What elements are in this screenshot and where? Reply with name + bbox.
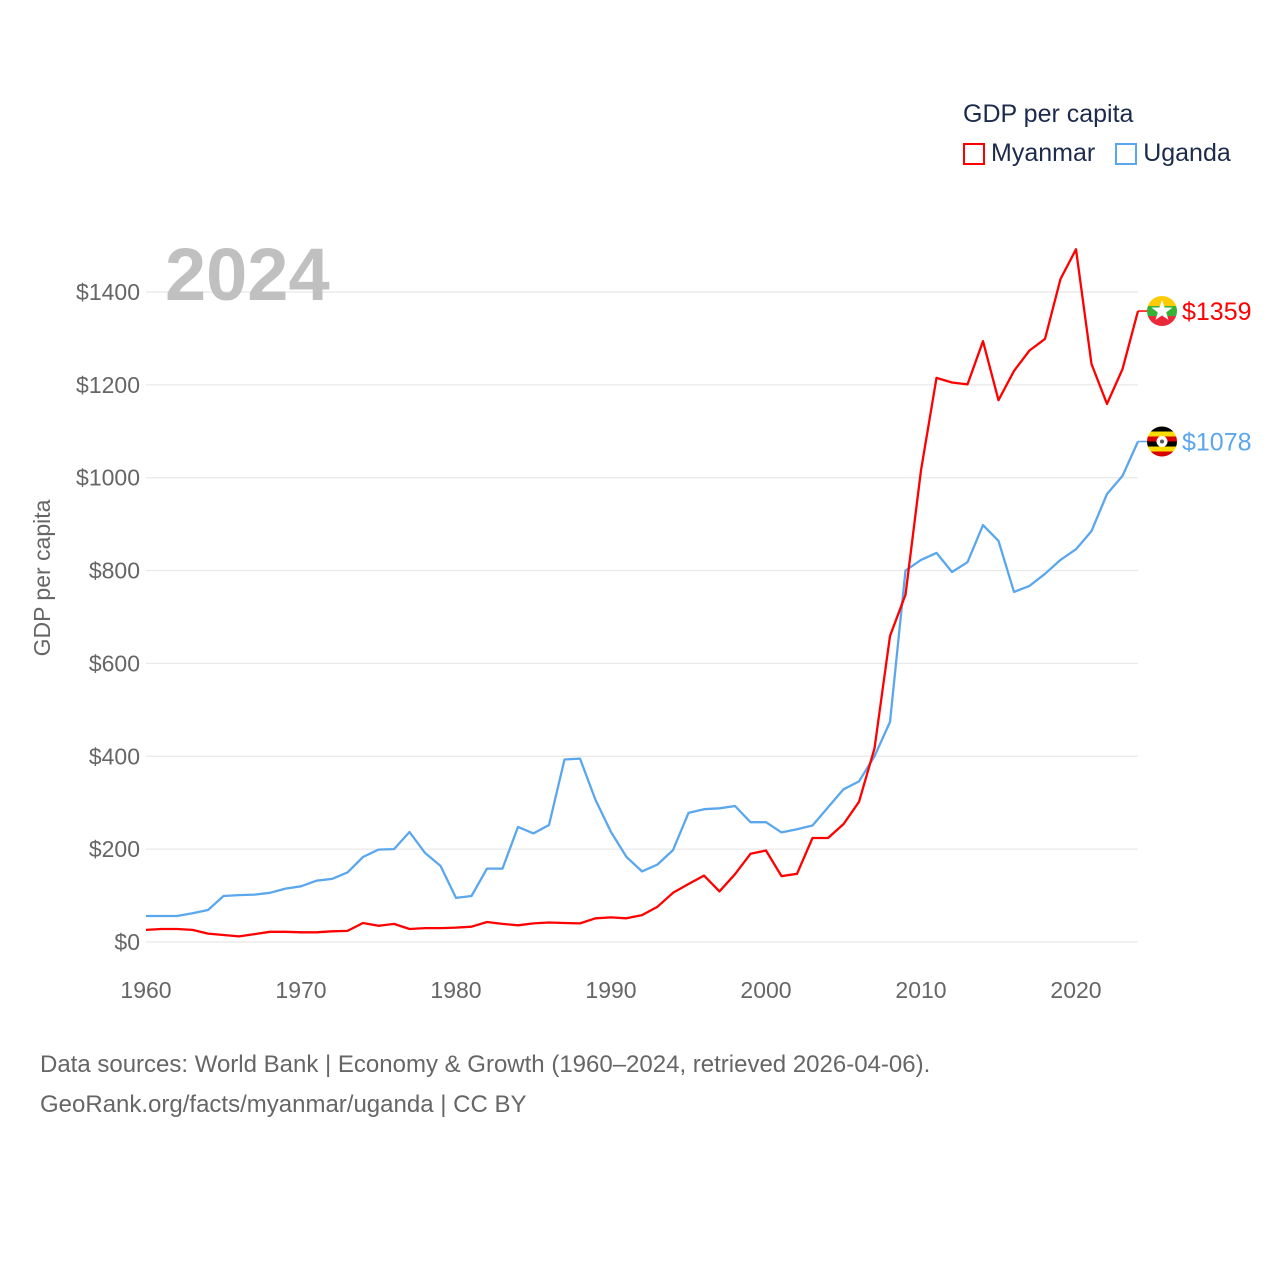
data-source-footer: Data sources: World Bank | Economy & Gro… <box>40 1045 930 1125</box>
y-tick-label: $1400 <box>76 279 140 305</box>
flag-crane <box>1160 439 1164 444</box>
flag-stripe <box>1147 316 1177 327</box>
x-axis-ticks: 1960 1970 1980 1990 2000 2010 2020 <box>120 977 1101 1003</box>
x-tick-label: 2000 <box>740 977 791 1003</box>
uganda-flag-icon <box>1147 426 1177 457</box>
gridlines <box>146 291 1138 943</box>
x-tick-label: 2020 <box>1050 977 1101 1003</box>
flag-body <box>1147 296 1177 327</box>
y-tick-label: $400 <box>89 743 140 769</box>
end-value-label: $1359 <box>1182 298 1252 326</box>
y-axis-ticks: $0 $200 $400 $600 $800 $1000 $1200 $1400 <box>76 279 140 955</box>
y-tick-label: $600 <box>89 650 140 676</box>
y-tick-label: $200 <box>89 836 140 862</box>
legend-swatch-uganda <box>1115 142 1138 165</box>
legend-label-uganda: Uganda <box>1143 139 1231 167</box>
legend: GDP per capita Myanmar Uganda <box>963 100 1231 168</box>
end-value-label: $1078 <box>1182 429 1252 457</box>
flag-star <box>1151 300 1173 320</box>
legend-label-myanmar: Myanmar <box>991 139 1096 167</box>
series-line-uganda <box>146 441 1140 918</box>
x-tick-label: 1980 <box>430 977 481 1003</box>
legend-item-uganda[interactable]: Uganda <box>1115 139 1231 168</box>
flag-stripe <box>1147 446 1177 452</box>
x-tick-label: 1970 <box>275 977 326 1003</box>
flag-stripe <box>1147 451 1177 457</box>
y-tick-label: $1000 <box>76 465 140 491</box>
x-tick-label: 1960 <box>120 977 171 1003</box>
y-tick-label: $0 <box>114 929 140 955</box>
legend-item-myanmar[interactable]: Myanmar <box>963 139 1095 168</box>
myanmar-flag-icon <box>1147 296 1177 327</box>
x-tick-label: 1990 <box>585 977 636 1003</box>
legend-title: GDP per capita <box>963 100 1134 128</box>
y-axis-label: GDP per capita <box>29 499 55 656</box>
y-tick-label: $1200 <box>76 372 140 398</box>
source-line: Data sources: World Bank | Economy & Gro… <box>40 1051 931 1078</box>
series-line-myanmar <box>145 248 1140 938</box>
legend-swatch-myanmar <box>963 142 985 165</box>
flag-body <box>1147 426 1177 457</box>
flag-stripe <box>1147 431 1177 437</box>
year-watermark: 2024 <box>165 233 330 316</box>
series-lines <box>145 248 1140 938</box>
attribution-link[interactable]: GeoRank.org/facts/myanmar/uganda | CC BY <box>40 1091 527 1118</box>
y-tick-label: $800 <box>89 558 140 584</box>
series-end-markers: $1078 $1359 <box>1138 296 1252 457</box>
flag-stripe <box>1147 426 1177 432</box>
x-tick-label: 2010 <box>895 977 946 1003</box>
